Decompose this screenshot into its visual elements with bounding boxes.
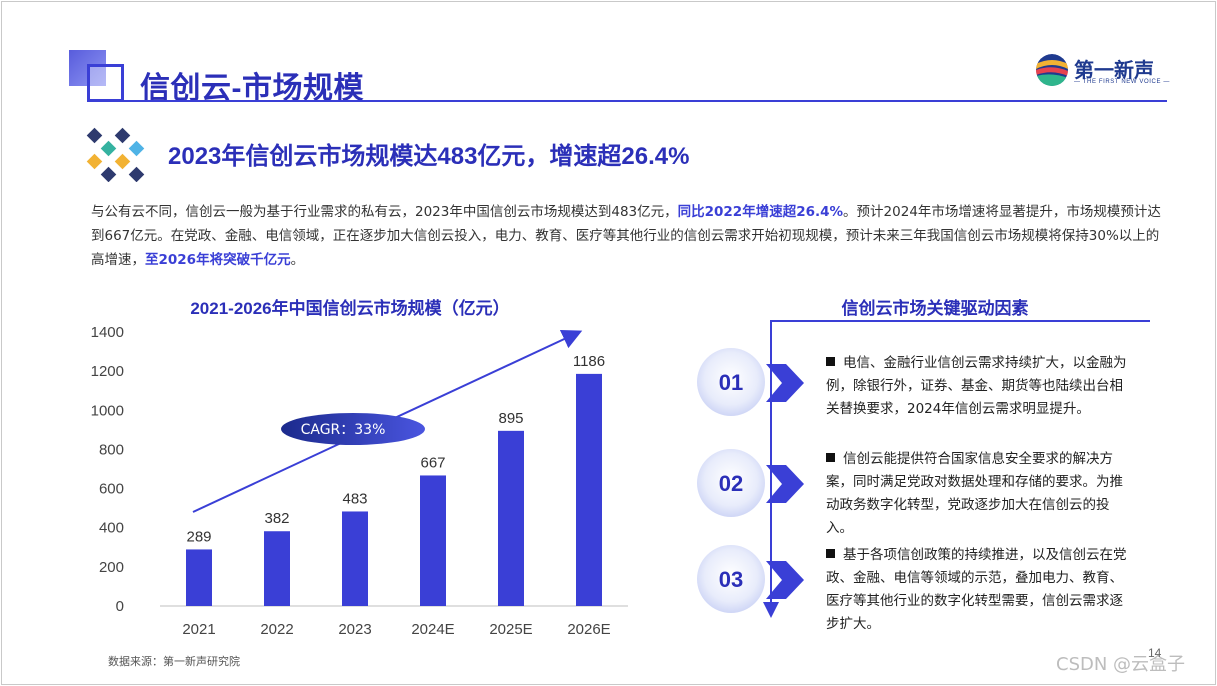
headline: 2023年信创云市场规模达483亿元，增速超26.4% [168, 143, 690, 170]
data-label: 1186 [573, 353, 605, 370]
driver-number-02: 02 [718, 471, 744, 496]
bar [498, 430, 524, 606]
bullet-icon [826, 549, 835, 558]
x-tick-label: 2023 [338, 621, 371, 638]
drivers-diagram [697, 320, 1150, 618]
diamond-pattern-icon [86, 127, 145, 182]
y-tick-label: 400 [99, 520, 124, 537]
brand-logo: 第一新声 — THE FIRST NEW VOICE — [1036, 52, 1169, 92]
y-tick-label: 200 [99, 559, 124, 576]
paragraph-highlight-1: 同比2022年增速超26.4% [677, 204, 844, 220]
bar [264, 531, 290, 606]
cagr-badge [281, 413, 425, 445]
driver-item-1: 电信、金融行业信创云需求持续扩大，以金融为例，除银行外，证券、基金、期货等也陆续… [826, 352, 1136, 421]
driver-text-1: 电信、金融行业信创云需求持续扩大，以金融为例，除银行外，证券、基金、期货等也陆续… [826, 355, 1127, 417]
paragraph-text-2: 。预计2024年市场增速将显著提升，市场规模预计达到667亿元。在党政、金融、电… [91, 204, 1161, 268]
x-tick-label: 2025E [489, 621, 532, 638]
paragraph-text-1: 与公有云不同，信创云一般为基于行业需求的私有云，2023年中国信创云市场规模达到… [91, 204, 678, 220]
y-tick-label: 600 [99, 481, 124, 498]
data-source: 数据来源：第一新声研究院 [108, 655, 240, 668]
x-tick-label: 2024E [411, 621, 454, 638]
cagr-label: CAGR：33% [301, 422, 386, 438]
y-tick-label: 1200 [91, 363, 124, 380]
bullet-icon [826, 357, 835, 366]
y-tick-label: 800 [99, 441, 124, 458]
bar-chart: 0 200 400 600 800 1000 1200 1400 289 2021 382 2022 4… [91, 324, 628, 638]
logo-text: 第一新声 [1074, 58, 1154, 82]
watermark: CSDN @云盒子 [1056, 654, 1186, 675]
driver-number-03: 03 [718, 567, 744, 592]
intro-paragraph: 与公有云不同，信创云一般为基于行业需求的私有云，2023年中国信创云市场规模达到… [91, 200, 1161, 272]
bullet-icon [826, 453, 835, 462]
logo-icon [1036, 54, 1068, 86]
paragraph-text-3: 。 [290, 252, 305, 268]
y-tick-label: 0 [116, 598, 124, 615]
driver-number-01: 01 [718, 370, 744, 395]
bar [186, 549, 212, 606]
title-decoration-outline [87, 64, 124, 102]
x-tick-label: 2026E [567, 621, 610, 638]
bar [576, 373, 602, 606]
y-tick-label: 1400 [91, 324, 124, 341]
driver-text-3: 基于各项信创政策的持续推进，以及信创云在党政、金融、电信等领域的示范，叠加电力、… [826, 547, 1127, 632]
drivers-title: 信创云市场关键驱动因素 [841, 299, 1029, 318]
data-label: 895 [498, 410, 523, 427]
y-tick-label: 1000 [91, 402, 124, 419]
driver-text-2: 信创云能提供符合国家信息安全要求的解决方案，同时满足党政对数据处理和存储的要求。… [826, 451, 1123, 536]
driver-item-3: 基于各项信创政策的持续推进，以及信创云在党政、金融、电信等领域的示范，叠加电力、… [826, 544, 1136, 636]
x-tick-label: 2022 [260, 621, 293, 638]
title-underline [124, 100, 1167, 102]
data-label: 483 [342, 490, 367, 507]
data-label: 382 [264, 510, 289, 527]
page-title: 信创云-市场规模 [140, 72, 364, 105]
paragraph-highlight-2: 至2026年将突破千亿元 [145, 252, 291, 268]
data-label: 667 [420, 454, 445, 471]
page-number: 14 [1148, 646, 1162, 660]
data-label: 289 [186, 528, 211, 545]
x-tick-label: 2021 [182, 621, 215, 638]
bar [342, 511, 368, 606]
bar [420, 475, 446, 606]
driver-item-2: 信创云能提供符合国家信息安全要求的解决方案，同时满足党政对数据处理和存储的要求。… [826, 448, 1136, 540]
chart-title: 2021-2026年中国信创云市场规模（亿元） [190, 299, 510, 318]
logo-subtext: — THE FIRST NEW VOICE — [1074, 79, 1170, 85]
